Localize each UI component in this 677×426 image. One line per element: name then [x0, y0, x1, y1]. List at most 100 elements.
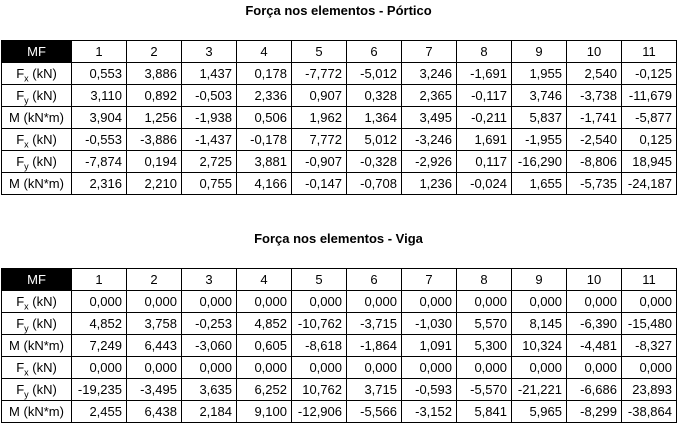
value-cell: -3,886 — [126, 128, 182, 151]
viga-table-title: Força nos elementos - Viga — [254, 231, 423, 246]
value-cell: 1,955 — [511, 62, 567, 85]
value-cell: 3,886 — [126, 62, 182, 85]
value-cell: 0,000 — [346, 290, 402, 313]
row-symbol: F — [16, 382, 25, 397]
value-cell: -1,741 — [566, 106, 622, 129]
row-unit: (kN) — [32, 294, 57, 309]
value-cell: 2,336 — [236, 84, 292, 107]
value-cell: 2,210 — [126, 172, 182, 195]
value-cell: -7,772 — [291, 62, 347, 85]
row-unit: (kN*m) — [23, 110, 64, 125]
table-row: Fx (kN) 0,553 3,886 1,437 0,178 -7,772 -5,012 3… — [1, 62, 677, 85]
row-unit: (kN) — [32, 66, 57, 81]
value-cell: -7,874 — [71, 150, 127, 173]
column-header: 1 — [71, 268, 127, 291]
row-subscript: y — [24, 161, 29, 172]
value-cell: 0,125 — [621, 128, 677, 151]
column-header: 7 — [401, 40, 457, 63]
value-cell: 1,256 — [126, 106, 182, 129]
value-cell: 0,000 — [621, 290, 677, 313]
value-cell: -6,686 — [566, 378, 622, 401]
row-label: Fx (kN) — [1, 356, 72, 379]
row-unit: (kN) — [32, 360, 57, 375]
value-cell: 1,691 — [456, 128, 512, 151]
value-cell: -5,566 — [346, 400, 402, 423]
value-cell: -5,877 — [621, 106, 677, 129]
column-header: 10 — [566, 40, 622, 63]
row-label: M (kN*m) — [1, 334, 72, 357]
value-cell: -3,152 — [401, 400, 457, 423]
row-label: Fy (kN) — [1, 378, 72, 401]
value-cell: -5,012 — [346, 62, 402, 85]
value-cell: 5,841 — [456, 400, 512, 423]
value-cell: -3,246 — [401, 128, 457, 151]
value-cell: 4,852 — [71, 312, 127, 335]
value-cell: 7,249 — [71, 334, 127, 357]
row-symbol: F — [16, 154, 25, 169]
row-symbol: F — [16, 88, 25, 103]
value-cell: -8,806 — [566, 150, 622, 173]
value-cell: 2,725 — [181, 150, 237, 173]
column-header: 8 — [456, 40, 512, 63]
value-cell: 6,252 — [236, 378, 292, 401]
value-cell: 2,455 — [71, 400, 127, 423]
value-cell: -8,618 — [291, 334, 347, 357]
value-cell: -0,117 — [456, 84, 512, 107]
table-row: M (kN*m) 2,316 2,210 0,755 4,166 -0,147 -0,708… — [1, 172, 677, 195]
row-subscript: x — [24, 139, 29, 150]
value-cell: 0,907 — [291, 84, 347, 107]
portico-force-table: MF 1 2 3 4 5 6 7 8 9 10 11 Fx (kN) 0,553 3,886 1,437 0,… — [1, 40, 677, 195]
row-symbol: F — [16, 294, 25, 309]
value-cell: 7,772 — [291, 128, 347, 151]
value-cell: 3,881 — [236, 150, 292, 173]
value-cell: -38,864 — [621, 400, 677, 423]
value-cell: 0,000 — [126, 356, 182, 379]
table-row: M (kN*m) 7,249 6,443 -3,060 0,605 -8,618 -1,86… — [1, 334, 677, 357]
value-cell: 3,758 — [126, 312, 182, 335]
column-header: 9 — [511, 40, 567, 63]
row-label: Fy (kN) — [1, 84, 72, 107]
value-cell: -12,906 — [291, 400, 347, 423]
value-cell: -3,495 — [126, 378, 182, 401]
value-cell: -0,328 — [346, 150, 402, 173]
header-row: MF 1 2 3 4 5 6 7 8 9 10 11 — [1, 40, 677, 63]
value-cell: 0,000 — [511, 356, 567, 379]
value-cell: -3,715 — [346, 312, 402, 335]
value-cell: -0,178 — [236, 128, 292, 151]
column-header: 2 — [126, 268, 182, 291]
row-symbol: F — [16, 132, 25, 147]
value-cell: 0,553 — [71, 62, 127, 85]
row-unit: (kN) — [32, 88, 57, 103]
value-cell: -10,762 — [291, 312, 347, 335]
column-header: 10 — [566, 268, 622, 291]
value-cell: 4,852 — [236, 312, 292, 335]
value-cell: -5,570 — [456, 378, 512, 401]
value-cell: 5,837 — [511, 106, 567, 129]
value-cell: -16,290 — [511, 150, 567, 173]
row-subscript: y — [24, 323, 29, 334]
value-cell: 1,091 — [401, 334, 457, 357]
value-cell: 3,715 — [346, 378, 402, 401]
value-cell: 0,000 — [71, 290, 127, 313]
row-label: M (kN*m) — [1, 400, 72, 423]
value-cell: 5,300 — [456, 334, 512, 357]
table-row: Fx (kN) -0,553 -3,886 -1,437 -0,178 7,772 5,01… — [1, 128, 677, 151]
column-header: 9 — [511, 268, 567, 291]
value-cell: -0,125 — [621, 62, 677, 85]
value-cell: 3,746 — [511, 84, 567, 107]
table-row: Fx (kN) 0,000 0,000 0,000 0,000 0,000 0,000 0,0… — [1, 290, 677, 313]
row-label: Fx (kN) — [1, 290, 72, 313]
value-cell: 2,540 — [566, 62, 622, 85]
row-subscript: y — [24, 95, 29, 106]
value-cell: -0,708 — [346, 172, 402, 195]
value-cell: -0,503 — [181, 84, 237, 107]
value-cell: 0,755 — [181, 172, 237, 195]
value-cell: 3,246 — [401, 62, 457, 85]
row-symbol: F — [16, 360, 25, 375]
value-cell: -2,926 — [401, 150, 457, 173]
value-cell: 1,962 — [291, 106, 347, 129]
row-label: M (kN*m) — [1, 172, 72, 195]
row-label: Fx (kN) — [1, 128, 72, 151]
value-cell: 0,000 — [456, 290, 512, 313]
row-label: Fy (kN) — [1, 312, 72, 335]
